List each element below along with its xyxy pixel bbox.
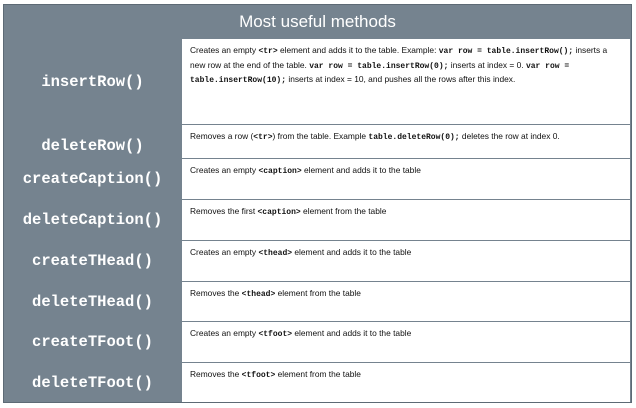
description-text: element from the table: [275, 288, 361, 298]
table-row: deleteCaption() Removes the first <capti…: [4, 200, 631, 240]
code-snippet: <tfoot>: [241, 371, 276, 380]
description-text: Removes a row (: [190, 131, 254, 141]
table-title: Most useful methods: [239, 12, 396, 31]
code-snippet: <caption>: [257, 208, 301, 217]
table-row: deleteTHead() Removes the <thead> elemen…: [4, 282, 631, 321]
methods-table: Most useful methods insertRow() Creates …: [3, 4, 632, 403]
description-text: inserts at index = 10, and pushes all th…: [286, 74, 516, 85]
description-text: Removes the: [190, 288, 242, 298]
method-name: createTFoot(): [32, 333, 153, 351]
description-text: Creates an empty: [190, 247, 259, 257]
table-row: insertRow() Creates an empty <tr> elemen…: [4, 39, 631, 124]
description-text: element and adds it to the table: [292, 247, 412, 257]
table-row: deleteTFoot() Removes the <tfoot> elemen…: [4, 363, 631, 402]
method-description: Creates an empty <caption> element and a…: [182, 159, 630, 199]
description-text: Creates an empty: [190, 45, 259, 55]
code-snippet: var row = table.insertRow(0);: [309, 61, 449, 71]
description-text: element from the table: [300, 206, 387, 216]
table-row: createTHead() Creates an empty <thead> e…: [4, 241, 631, 281]
method-description: Creates an empty <tfoot> element and add…: [182, 322, 630, 362]
code-snippet: <tfoot>: [258, 330, 293, 339]
method-description: Removes a row (<tr>) from the table. Exa…: [182, 125, 630, 158]
code-snippet: var row = table.insertRow();: [438, 47, 574, 56]
description-text: element and adds it to the table: [292, 328, 412, 338]
description-text: element and adds it to the table. Exampl…: [277, 45, 439, 55]
code-snippet: <tr>: [253, 133, 273, 142]
description-text: Removes the: [190, 369, 242, 379]
method-name: insertRow(): [41, 72, 144, 91]
method-description: Removes the <thead> element from the tab…: [182, 282, 630, 321]
description-text: ) from the table. Example: [272, 131, 369, 141]
description-text: Creates an empty: [190, 165, 259, 175]
description-text: deletes the row at index 0.: [459, 131, 560, 141]
code-snippet: <caption>: [258, 167, 302, 176]
method-name: createCaption(): [22, 170, 163, 188]
description-text: element and adds it to the table: [301, 165, 421, 175]
code-snippet: <thead>: [241, 290, 276, 299]
method-description: Removes the first <caption> element from…: [182, 200, 630, 240]
method-name: deleteTFoot(): [32, 373, 153, 392]
method-name: deleteRow(): [41, 136, 144, 155]
description-text: element from the table: [275, 369, 361, 379]
code-snippet: table.deleteRow(0);: [368, 133, 460, 142]
method-description: Removes the <tfoot> element from the tab…: [182, 363, 630, 402]
description-text: Creates an empty: [190, 328, 259, 338]
description-text: inserts a new row at the end of the tabl…: [190, 45, 608, 70]
method-name: deleteTHead(): [32, 292, 153, 311]
code-snippet: <thead>: [258, 249, 293, 258]
method-name: createTHead(): [32, 252, 153, 270]
table-row: deleteRow() Removes a row (<tr>) from th…: [4, 125, 631, 158]
table-row: createTFoot() Creates an empty <tfoot> e…: [4, 322, 631, 362]
description-text: inserts at index = 0.: [448, 59, 526, 70]
method-description: Creates an empty <thead> element and add…: [182, 241, 630, 281]
code-snippet: <tr>: [258, 47, 278, 56]
method-name: deleteCaption(): [22, 211, 163, 229]
method-description: Creates an empty <tr> element and adds i…: [182, 39, 630, 124]
code-snippet: var row = table.insertRow(10);: [190, 61, 570, 86]
description-text: Removes the first: [190, 206, 258, 216]
table-row: createCaption() Creates an empty <captio…: [4, 159, 631, 199]
